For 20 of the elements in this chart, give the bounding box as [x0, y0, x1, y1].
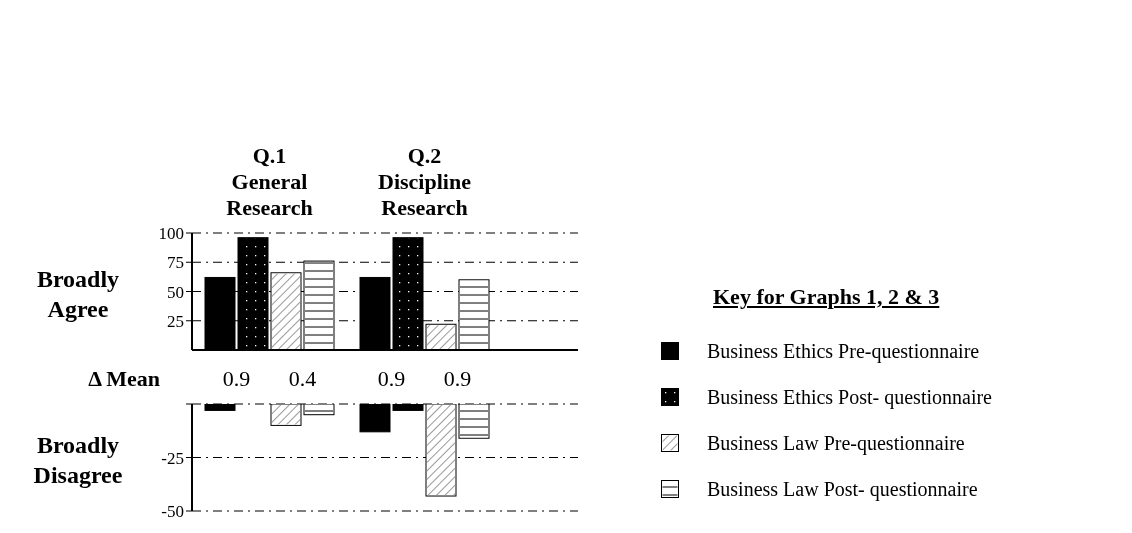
- text: Δ Mean: [87, 366, 160, 392]
- legend-label: Business Law Pre-questionnaire: [707, 431, 965, 455]
- y-tick-label: -50: [161, 502, 184, 522]
- y-tick-label: 100: [158, 224, 184, 244]
- x-tick-label: Q.1 General Research: [226, 143, 313, 220]
- legend-label: Business Ethics Post- questionnaire: [707, 385, 992, 409]
- y-tick-label: -25: [161, 448, 184, 468]
- legend-title: Key for Graphs 1, 2 & 3: [713, 284, 941, 310]
- y-tick-label: 75: [167, 253, 184, 273]
- y-tick-label: 25: [167, 311, 184, 331]
- y-tick-label: 50: [167, 282, 184, 302]
- text: 0.9: [221, 366, 252, 392]
- y-axis-title: Broadly Disagree: [33, 431, 123, 488]
- text: 0.4: [287, 366, 318, 392]
- legend-label: Business Ethics Pre-questionnaire: [707, 339, 980, 363]
- x-tick-label: Q.2 Discipline Research: [378, 143, 472, 220]
- legend-label: Business Law Post- questionnaire: [707, 477, 978, 501]
- text: 0.9: [442, 366, 473, 392]
- y-axis-title: Broadly Agree: [36, 265, 120, 322]
- text: 0.9: [376, 366, 407, 392]
